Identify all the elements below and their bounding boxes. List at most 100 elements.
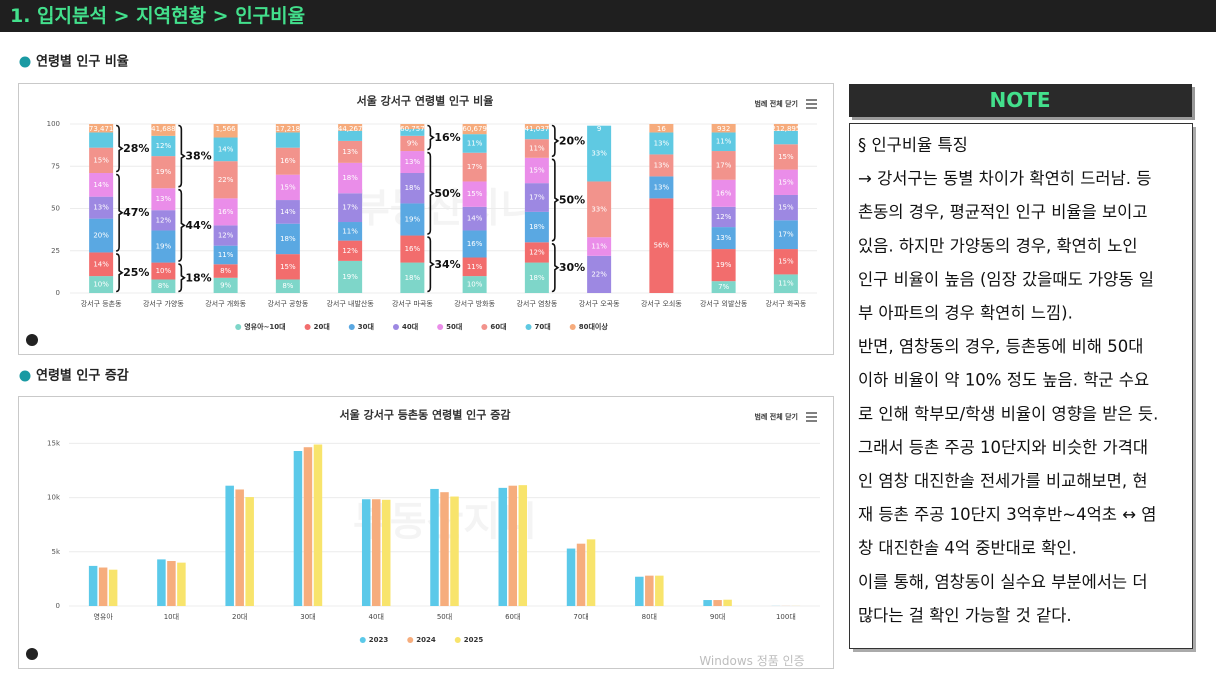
data-label: 17% — [529, 194, 545, 202]
x-tick-label: 강서구 방화동 — [454, 299, 495, 308]
bar — [635, 576, 644, 606]
annotation: 44% — [185, 219, 211, 232]
section-icon — [19, 56, 31, 68]
legend-item[interactable]: 30대 — [348, 322, 374, 331]
bar-segment — [213, 264, 238, 278]
y-tick-label: 50 — [51, 205, 60, 213]
bar-segment — [524, 262, 549, 293]
legend-item[interactable]: 40대 — [392, 322, 418, 331]
data-label: 8% — [158, 282, 169, 290]
bar-segment — [462, 152, 487, 182]
x-tick-label: 강서구 화곡동 — [765, 299, 806, 308]
note-line: 재 등촌 주공 10단지 3억후반~4억초 ↔ 염 — [858, 505, 1156, 524]
data-label: 12% — [156, 142, 172, 150]
x-tick-label: 강서구 염창동 — [516, 299, 557, 308]
legend-item[interactable]: 20대 — [304, 322, 330, 331]
data-label: 15% — [529, 166, 545, 174]
bar-segment — [524, 183, 549, 212]
legend-item[interactable]: 영유아~10대 — [235, 322, 286, 331]
data-label: 15% — [778, 153, 794, 161]
y-tick-label: 5k — [51, 548, 60, 556]
bar — [361, 499, 371, 606]
bracket — [427, 151, 435, 235]
data-label: 17% — [342, 204, 358, 212]
bar-segment — [524, 157, 549, 184]
x-tick-label: 강서구 개화동 — [205, 299, 246, 308]
total-label: 17,218 — [276, 125, 301, 133]
x-tick-label: 강서구 오쇠동 — [641, 299, 682, 308]
bar — [518, 485, 528, 606]
legend-item[interactable]: 2023 — [359, 636, 389, 644]
bar — [381, 499, 391, 606]
note-line: 이하 비율이 약 10% 정도 높음. 학군 수요 — [858, 371, 1149, 390]
bar-segment — [773, 249, 798, 275]
annotation: 47% — [123, 206, 149, 219]
section-icon — [19, 370, 31, 382]
data-label: 18% — [405, 274, 421, 282]
annotation: 38% — [185, 150, 211, 163]
x-tick-label: 강서구 가양동 — [143, 299, 184, 308]
legend-item[interactable]: 2025 — [454, 636, 484, 644]
bar — [508, 485, 518, 606]
chart-title: 서울 강서구 연령별 인구 비율 — [357, 94, 494, 108]
bracket — [178, 124, 186, 188]
x-tick-label: 20대 — [232, 613, 247, 621]
note-line: 인구 비율이 높음 (임장 갔을때도 가양동 일 — [858, 270, 1154, 289]
legend-item[interactable]: 80대이상 — [569, 322, 609, 331]
bar-segment — [151, 188, 176, 211]
legend-toggle[interactable]: 범례 전체 닫기 — [754, 99, 798, 108]
header-title: 1. 입지분석 > 지역현황 > 인구비율 — [10, 4, 305, 27]
legend-label: 60대 — [490, 322, 506, 331]
bar-segment — [338, 130, 363, 141]
note-line: 반면, 염창동의 경우, 등촌동에 비해 50대 — [858, 337, 1143, 356]
total-label: 60,679 — [462, 125, 487, 133]
bar-segment — [649, 154, 674, 177]
bar-segment — [711, 179, 736, 207]
bar-segment — [213, 124, 238, 138]
legend-swatch — [348, 324, 355, 330]
bar — [655, 575, 664, 606]
bar — [98, 567, 108, 606]
bar-segment — [711, 206, 736, 228]
legend-toggle[interactable]: 범례 전체 닫기 — [754, 412, 798, 421]
data-label: 19% — [405, 215, 421, 223]
bar-segment — [400, 129, 425, 136]
bar-segment — [275, 200, 300, 224]
bar-segment — [649, 198, 674, 293]
bar — [645, 575, 654, 606]
legend-item[interactable]: 70대 — [525, 322, 551, 331]
data-label: 11% — [778, 280, 794, 288]
annotation: 50% — [434, 187, 460, 200]
bar — [586, 539, 596, 606]
bar-segment — [462, 276, 487, 293]
x-tick-label: 50대 — [437, 613, 452, 621]
bar-segment — [89, 252, 114, 277]
bar-segment — [649, 176, 674, 199]
total-label: 16 — [657, 125, 666, 133]
bar-segment — [338, 222, 363, 241]
data-label: 12% — [716, 213, 732, 221]
data-label: 11% — [529, 145, 545, 153]
legend-item[interactable]: 2024 — [407, 636, 436, 644]
data-label: 19% — [342, 273, 358, 281]
bar-segment — [400, 124, 425, 130]
y-tick-label: 10k — [47, 494, 61, 502]
bar — [245, 497, 254, 606]
data-label: 11% — [342, 227, 358, 235]
bar-segment — [524, 124, 549, 130]
legend-swatch — [454, 637, 461, 643]
bar-segment — [151, 210, 176, 231]
bar-segment — [462, 257, 487, 277]
data-label: 18% — [529, 223, 545, 231]
bar — [576, 543, 586, 606]
legend-item[interactable]: 50대 — [437, 322, 462, 331]
total-label: 9 — [597, 125, 601, 133]
y-tick-label: 15k — [47, 439, 61, 447]
note-line: 그래서 등촌 주공 10단지와 비슷한 가격대 — [858, 438, 1148, 457]
legend-item[interactable]: 60대 — [481, 322, 507, 331]
data-label: 13% — [342, 148, 358, 156]
legend-swatch — [235, 324, 242, 330]
bar — [225, 485, 234, 606]
bar — [450, 496, 459, 606]
